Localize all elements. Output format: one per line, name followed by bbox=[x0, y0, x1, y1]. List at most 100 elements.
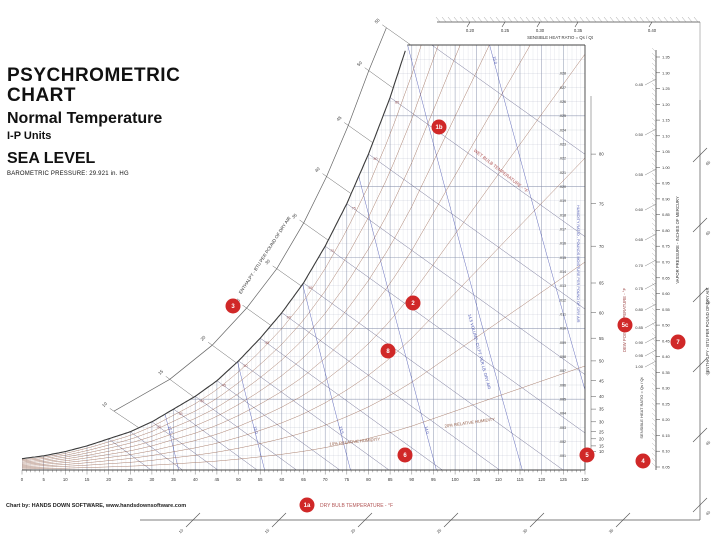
units-label: I-P Units bbox=[7, 130, 52, 142]
svg-text:55: 55 bbox=[258, 477, 263, 482]
svg-text:.013: .013 bbox=[559, 284, 566, 288]
svg-text:30: 30 bbox=[150, 477, 155, 482]
svg-text:0.65: 0.65 bbox=[635, 237, 644, 242]
svg-text:0.10: 0.10 bbox=[662, 449, 671, 454]
svg-text:45: 45 bbox=[599, 378, 604, 383]
svg-text:13.5: 13.5 bbox=[338, 426, 345, 436]
svg-text:20: 20 bbox=[599, 436, 604, 441]
svg-text:.014: .014 bbox=[559, 270, 566, 274]
svg-text:.002: .002 bbox=[559, 440, 566, 444]
svg-text:0.90: 0.90 bbox=[635, 340, 644, 345]
callout-badge-5c[interactable]: 5c bbox=[617, 317, 633, 333]
chart-subtitle: Normal Temperature bbox=[7, 110, 163, 127]
vapor-pressure-scale: 1.35 1.30 1.25 1.20 1.15 1.10 1.05 1.00 0.95 0.90… bbox=[635, 47, 680, 470]
svg-text:.011: .011 bbox=[559, 313, 566, 317]
svg-text:0.50: 0.50 bbox=[635, 132, 644, 137]
svg-text:0.65: 0.65 bbox=[662, 275, 671, 280]
svg-text:VAPOR PRESSURE - INCHES OF MER: VAPOR PRESSURE - INCHES OF MERCURY bbox=[675, 196, 680, 284]
page-title-line1: PSYCHROMETRIC bbox=[7, 65, 181, 86]
callout-badge-5[interactable]: 5 bbox=[579, 447, 595, 463]
callout-badge-4[interactable]: 4 bbox=[635, 453, 651, 469]
svg-text:0.75: 0.75 bbox=[662, 244, 671, 249]
svg-text:60: 60 bbox=[279, 477, 284, 482]
svg-text:55: 55 bbox=[599, 336, 604, 341]
dew-point-scale: 101520253035404550556065707580DEW POINT … bbox=[590, 96, 627, 458]
svg-text:0.30: 0.30 bbox=[662, 386, 671, 391]
svg-text:40: 40 bbox=[705, 509, 712, 516]
svg-text:30: 30 bbox=[522, 527, 529, 534]
svg-text:50: 50 bbox=[705, 369, 712, 376]
svg-text:.005: .005 bbox=[559, 398, 566, 402]
svg-text:5c: 5c bbox=[622, 323, 629, 329]
callout-badge-6[interactable]: 6 bbox=[397, 447, 413, 463]
svg-text:50: 50 bbox=[599, 359, 604, 364]
svg-text:0.20: 0.20 bbox=[466, 28, 475, 33]
svg-text:0.80: 0.80 bbox=[662, 228, 671, 233]
svg-text:45: 45 bbox=[222, 384, 226, 388]
svg-text:115: 115 bbox=[517, 477, 524, 482]
svg-text:8: 8 bbox=[386, 349, 390, 355]
svg-text:2: 2 bbox=[411, 301, 415, 307]
svg-text:DRY BULB TEMPERATURE - °F: DRY BULB TEMPERATURE - °F bbox=[320, 503, 393, 509]
svg-text:1.05: 1.05 bbox=[662, 149, 671, 154]
barometric-pressure-label: BAROMETRIC PRESSURE: 29.921 in. HG bbox=[7, 171, 129, 177]
svg-text:50: 50 bbox=[236, 477, 241, 482]
svg-text:85: 85 bbox=[395, 100, 399, 104]
callout-badge-3[interactable]: 3 bbox=[225, 298, 241, 314]
svg-text:0.55: 0.55 bbox=[635, 172, 644, 177]
svg-text:0.30: 0.30 bbox=[536, 28, 545, 33]
svg-text:25: 25 bbox=[599, 429, 604, 434]
svg-text:0.25: 0.25 bbox=[662, 401, 671, 406]
callout-badge-7[interactable]: 7 bbox=[670, 334, 686, 350]
svg-text:0.60: 0.60 bbox=[635, 207, 644, 212]
svg-text:20% RELATIVE HUMIDITY: 20% RELATIVE HUMIDITY bbox=[444, 416, 495, 428]
svg-text:0.40: 0.40 bbox=[662, 354, 671, 359]
svg-text:.022: .022 bbox=[559, 157, 566, 161]
svg-text:.004: .004 bbox=[559, 412, 566, 416]
svg-text:6: 6 bbox=[403, 453, 407, 459]
svg-text:0.25: 0.25 bbox=[501, 28, 510, 33]
svg-text:0.35: 0.35 bbox=[574, 28, 583, 33]
svg-text:.015: .015 bbox=[559, 256, 566, 260]
svg-text:0.15: 0.15 bbox=[662, 433, 671, 438]
svg-text:ENTHALPY - BTU PER POUND OF DR: ENTHALPY - BTU PER POUND OF DRY AIR bbox=[705, 288, 710, 373]
svg-text:4: 4 bbox=[641, 459, 645, 465]
svg-text:13.0: 13.0 bbox=[253, 426, 260, 436]
svg-text:20: 20 bbox=[106, 477, 111, 482]
svg-text:.025: .025 bbox=[559, 114, 566, 118]
svg-text:60: 60 bbox=[705, 229, 712, 236]
svg-text:0.50: 0.50 bbox=[662, 323, 671, 328]
svg-text:1b: 1b bbox=[435, 125, 442, 131]
svg-text:65: 65 bbox=[301, 477, 306, 482]
svg-text:10% RELATIVE HUMIDITY: 10% RELATIVE HUMIDITY bbox=[329, 436, 380, 446]
callout-badge-8[interactable]: 8 bbox=[380, 343, 396, 359]
svg-text:70: 70 bbox=[599, 244, 604, 249]
svg-text:.017: .017 bbox=[559, 228, 566, 232]
svg-text:25: 25 bbox=[436, 527, 443, 534]
callout-badge-1b[interactable]: 1b bbox=[431, 119, 447, 135]
svg-text:75: 75 bbox=[599, 201, 604, 206]
svg-text:12.5: 12.5 bbox=[167, 426, 174, 436]
svg-text:.003: .003 bbox=[559, 426, 566, 430]
svg-text:1.00: 1.00 bbox=[635, 364, 644, 369]
svg-text:60: 60 bbox=[287, 316, 291, 320]
svg-text:0.85: 0.85 bbox=[662, 212, 671, 217]
svg-text:35: 35 bbox=[291, 212, 298, 219]
svg-text:80: 80 bbox=[599, 152, 604, 157]
svg-text:85: 85 bbox=[388, 477, 393, 482]
callout-badge-2[interactable]: 2 bbox=[405, 295, 421, 311]
svg-text:7: 7 bbox=[676, 340, 680, 346]
svg-text:0.35: 0.35 bbox=[662, 370, 671, 375]
svg-text:50: 50 bbox=[244, 364, 248, 368]
svg-text:90: 90 bbox=[409, 477, 414, 482]
svg-text:14.0: 14.0 bbox=[424, 426, 431, 436]
svg-text:55: 55 bbox=[374, 17, 381, 24]
svg-text:75: 75 bbox=[352, 207, 356, 211]
svg-text:105: 105 bbox=[473, 477, 481, 482]
svg-text:0.55: 0.55 bbox=[662, 307, 671, 312]
callout-badge-1a[interactable]: 1a bbox=[299, 497, 315, 513]
svg-text:0.05: 0.05 bbox=[662, 465, 671, 470]
svg-text:.012: .012 bbox=[559, 298, 566, 302]
svg-text:30: 30 bbox=[264, 258, 271, 265]
